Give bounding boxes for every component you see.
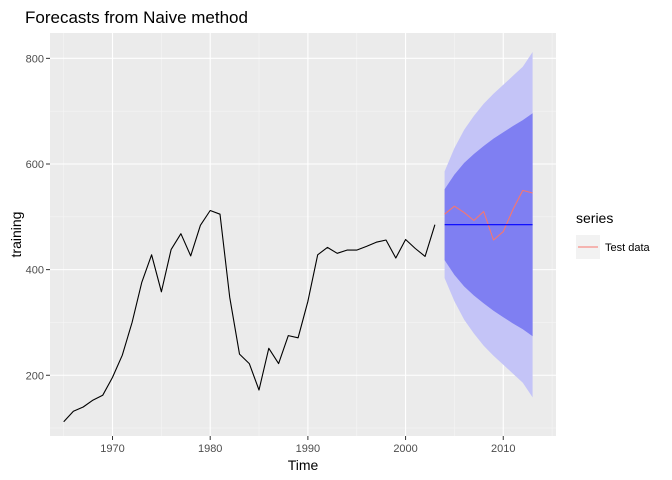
x-axis: 1970 1980 1990 2000 2010 — [100, 436, 515, 455]
x-tick-label: 1970 — [100, 443, 124, 455]
legend: series Test data — [576, 210, 651, 259]
x-tick-label: 1990 — [296, 443, 320, 455]
y-axis: 200 400 600 800 — [26, 53, 50, 382]
y-axis-title: training — [8, 212, 24, 258]
legend-label-test-data: Test data — [605, 242, 651, 254]
y-tick-label: 200 — [26, 370, 44, 382]
x-axis-title: Time — [288, 457, 319, 473]
x-tick-label: 1980 — [198, 443, 222, 455]
x-tick-label: 2000 — [393, 443, 417, 455]
chart-title: Forecasts from Naive method — [25, 8, 248, 27]
training-series-line — [63, 209, 436, 423]
y-tick-label: 600 — [26, 159, 44, 171]
y-tick-label: 400 — [26, 265, 44, 277]
series-lines — [63, 189, 533, 423]
test-data-series-line — [444, 189, 533, 241]
x-tick-label: 2010 — [491, 443, 515, 455]
legend-title: series — [576, 210, 613, 226]
y-tick-label: 800 — [26, 53, 44, 65]
